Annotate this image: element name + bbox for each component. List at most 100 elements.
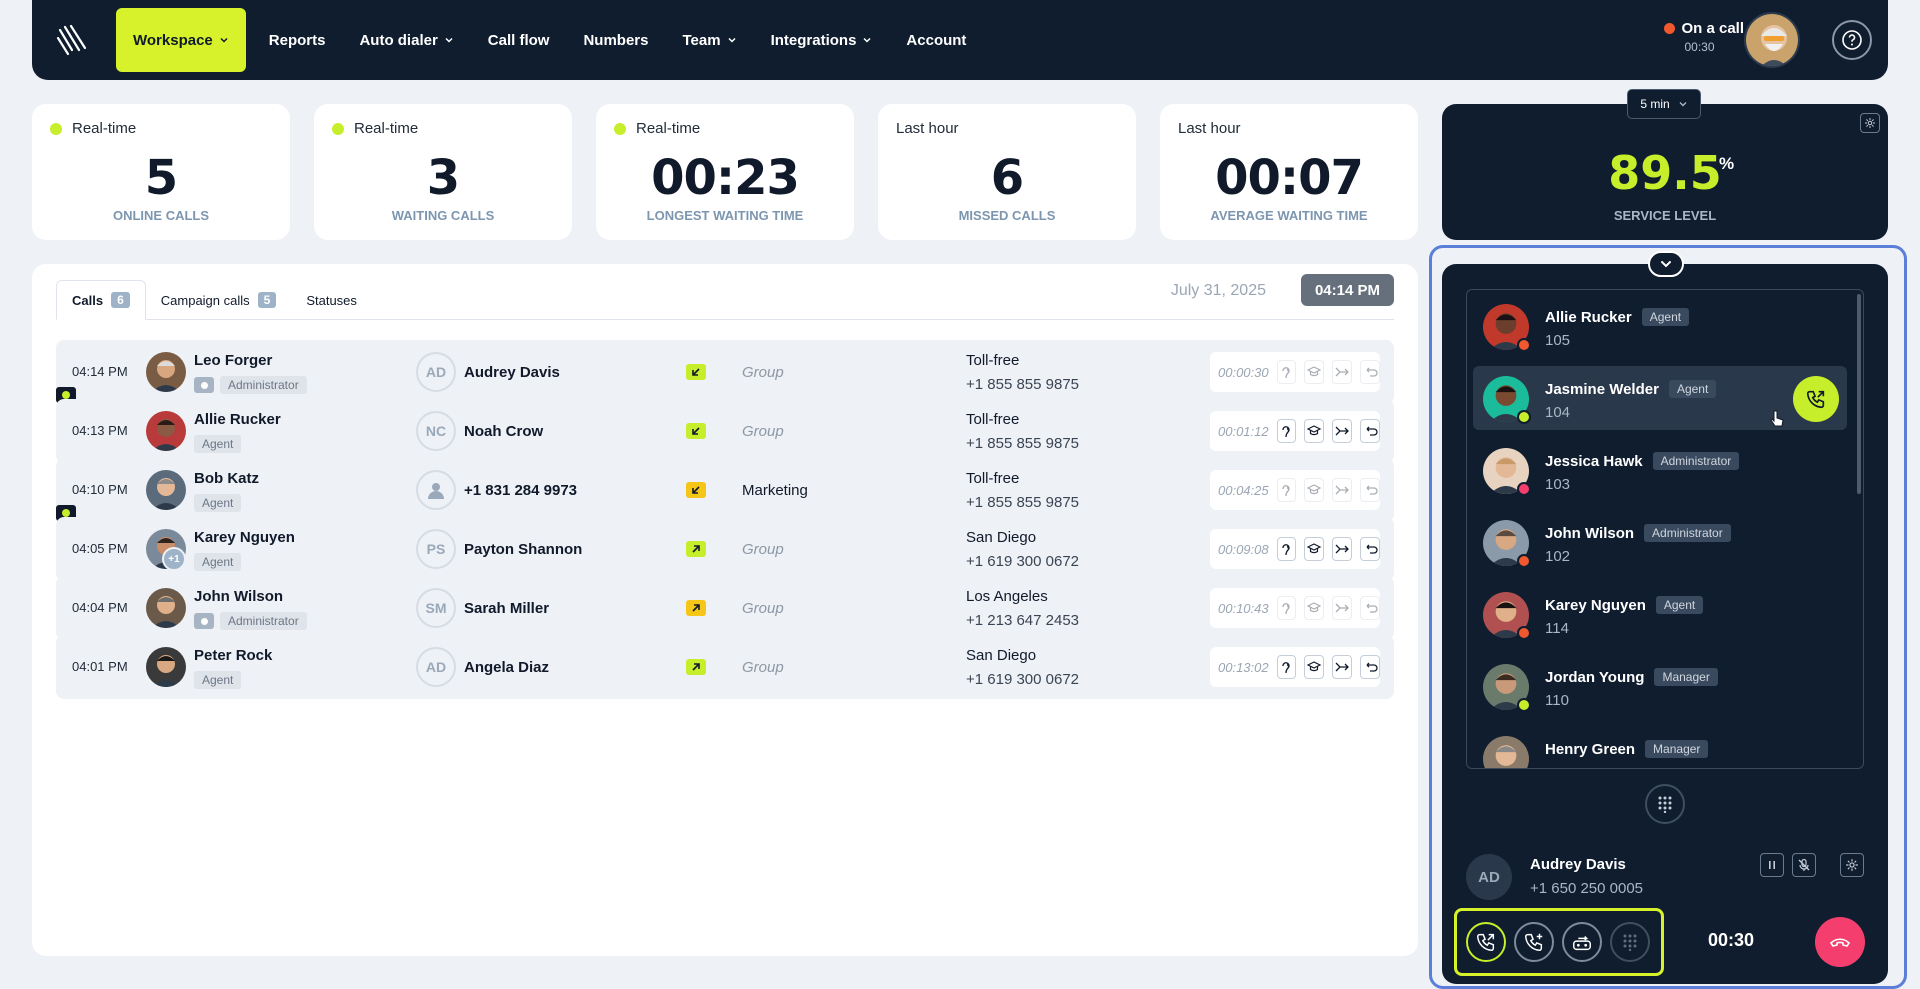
agent-role-tag: Agent [194,553,242,571]
agent-role: Agent [194,553,242,571]
nav-item-auto-dialer[interactable]: Auto dialer [342,8,470,72]
chevron-down-icon [863,37,871,43]
agent-name: Karey Nguyen Agent [1545,596,1704,614]
stat-card: Real-time 3 WAITING CALLS [314,104,572,240]
transfer-icon[interactable] [1360,478,1380,502]
stat-card-period: Last hour [1178,120,1241,137]
agent-name: Leo Forger [194,352,273,369]
coach-icon[interactable] [1304,478,1325,502]
agent-status-dot [1517,698,1531,712]
transfer-icon[interactable] [1360,596,1380,620]
call-agent-phone-icon[interactable] [1793,376,1839,422]
transfer-icon[interactable] [1360,655,1380,679]
listen-icon[interactable] [1276,596,1297,620]
nav-item-label: Team [682,31,721,49]
barge-icon[interactable] [1332,360,1353,384]
table-row[interactable]: 04:14 PM Leo Forger Administrator AD Audrey … [56,340,1394,404]
add-call-icon[interactable] [1514,922,1554,962]
nav-item-workspace[interactable]: Workspace [116,8,246,72]
on-call-status[interactable]: On a call 00:30 [1664,20,1744,54]
nav-item-call-flow[interactable]: Call flow [471,8,567,72]
agent-avatar [146,411,186,451]
stat-label: WAITING CALLS [391,208,495,223]
agent-name: Allie Rucker [194,411,281,428]
nav-item-integrations[interactable]: Integrations [754,8,890,72]
table-row[interactable]: 04:05 PM +1 Karey Nguyen Agent PS Payton Shan… [56,517,1394,581]
nav-item-reports[interactable]: Reports [252,8,343,72]
calls-tabs: Calls 6 Campaign calls 5 Statuses [56,280,1394,320]
agent-list-item[interactable]: John Wilson Administrator 102 [1473,510,1847,574]
outgoing-call-arrow-icon [686,659,706,675]
nav-item-account[interactable]: Account [889,8,983,72]
transfer-icon[interactable] [1360,537,1380,561]
nav-item-label: Workspace [133,31,213,49]
coach-icon[interactable] [1304,537,1325,561]
agent-avatar [146,647,186,687]
mouse-pointer-icon [1770,410,1784,427]
coach-icon[interactable] [1304,360,1325,384]
coach-icon[interactable] [1304,655,1325,679]
listen-icon[interactable] [1276,655,1297,679]
agent-role-tag: Manager [1654,668,1718,686]
barge-icon[interactable] [1332,537,1353,561]
barge-icon[interactable] [1332,596,1353,620]
live-indicator-icon [614,122,626,135]
transfer-icon[interactable] [1360,360,1380,384]
barge-icon[interactable] [1332,419,1353,443]
call-status-text: On a call [1681,20,1744,37]
help-icon[interactable] [1832,20,1872,60]
tab-count-badge: 6 [111,292,130,308]
collapse-chevron-icon[interactable] [1648,251,1684,277]
tab-calls[interactable]: Calls 6 [56,280,146,320]
current-caller-number: +1 650 250 0005 [1530,880,1644,897]
agent-list-item[interactable]: Jasmine Welder Agent 104 [1473,366,1847,430]
transfer-icon[interactable] [1360,419,1380,443]
interval-select[interactable]: 5 min [1627,89,1701,119]
agent-extension: 103 [1545,476,1571,493]
table-row[interactable]: 04:13 PM Allie Rucker Agent NC Noah Crow Grou… [56,399,1394,463]
call-actions: 00:09:08 [1210,529,1380,569]
listen-icon[interactable] [1276,419,1297,443]
tab-campaign-calls[interactable]: Campaign calls 5 [146,280,292,320]
agents-scrollbar[interactable] [1857,294,1861,494]
caller-name: Noah Crow [464,423,544,440]
mute-microphone-icon[interactable] [1792,853,1816,877]
caller-avatar: SM [416,588,456,628]
barge-icon[interactable] [1332,478,1353,502]
barge-icon[interactable] [1332,655,1353,679]
agent-list-item[interactable]: Karey Nguyen Agent 114 [1473,582,1847,646]
live-indicator-icon [50,122,62,135]
agent-list-item[interactable]: Jessica Hawk Administrator 103 [1473,438,1847,502]
table-row[interactable]: 04:04 PM John Wilson Administrator SM Sarah … [56,576,1394,640]
nav-item-numbers[interactable]: Numbers [566,8,665,72]
hang-up-icon[interactable] [1815,917,1865,967]
agent-name: Allie Rucker Agent [1545,308,1690,326]
park-call-icon[interactable] [1562,922,1602,962]
listen-icon[interactable] [1276,537,1297,561]
dialpad-icon[interactable] [1645,784,1685,824]
agent-role: Agent [194,494,242,512]
coach-icon[interactable] [1304,419,1325,443]
agent-list-item[interactable]: Allie Rucker Agent 105 [1473,294,1847,358]
app-logo-icon[interactable] [52,20,92,60]
agents-list[interactable]: Allie Rucker Agent 105 Jasmine Welder Agent 1… [1466,289,1864,769]
pause-icon[interactable] [1760,853,1784,877]
agent-list-item[interactable]: Jordan Young Manager 110 [1473,654,1847,718]
listen-icon[interactable] [1276,360,1297,384]
transfer-call-icon[interactable] [1466,922,1506,962]
call-settings-gear-icon[interactable] [1840,853,1864,877]
nav-item-team[interactable]: Team [666,8,754,72]
tab-label: Statuses [306,292,357,308]
service-settings-gear-icon[interactable] [1860,113,1880,133]
coach-icon[interactable] [1304,596,1325,620]
agent-list-item[interactable]: Henry Green Manager [1473,726,1847,768]
tab-statuses[interactable]: Statuses [291,280,372,320]
chevron-down-icon [728,37,736,43]
keypad-icon[interactable] [1610,922,1650,962]
table-row[interactable]: 04:10 PM Bob Katz Agent +1 831 284 9973 Mark… [56,458,1394,522]
agent-name-text: John Wilson [1545,524,1635,542]
listen-icon[interactable] [1276,478,1297,502]
table-row[interactable]: 04:01 PM Peter Rock Agent AD Angela Diaz Grou… [56,635,1394,699]
chevron-down-icon [1679,102,1687,107]
user-avatar[interactable] [1744,12,1800,68]
